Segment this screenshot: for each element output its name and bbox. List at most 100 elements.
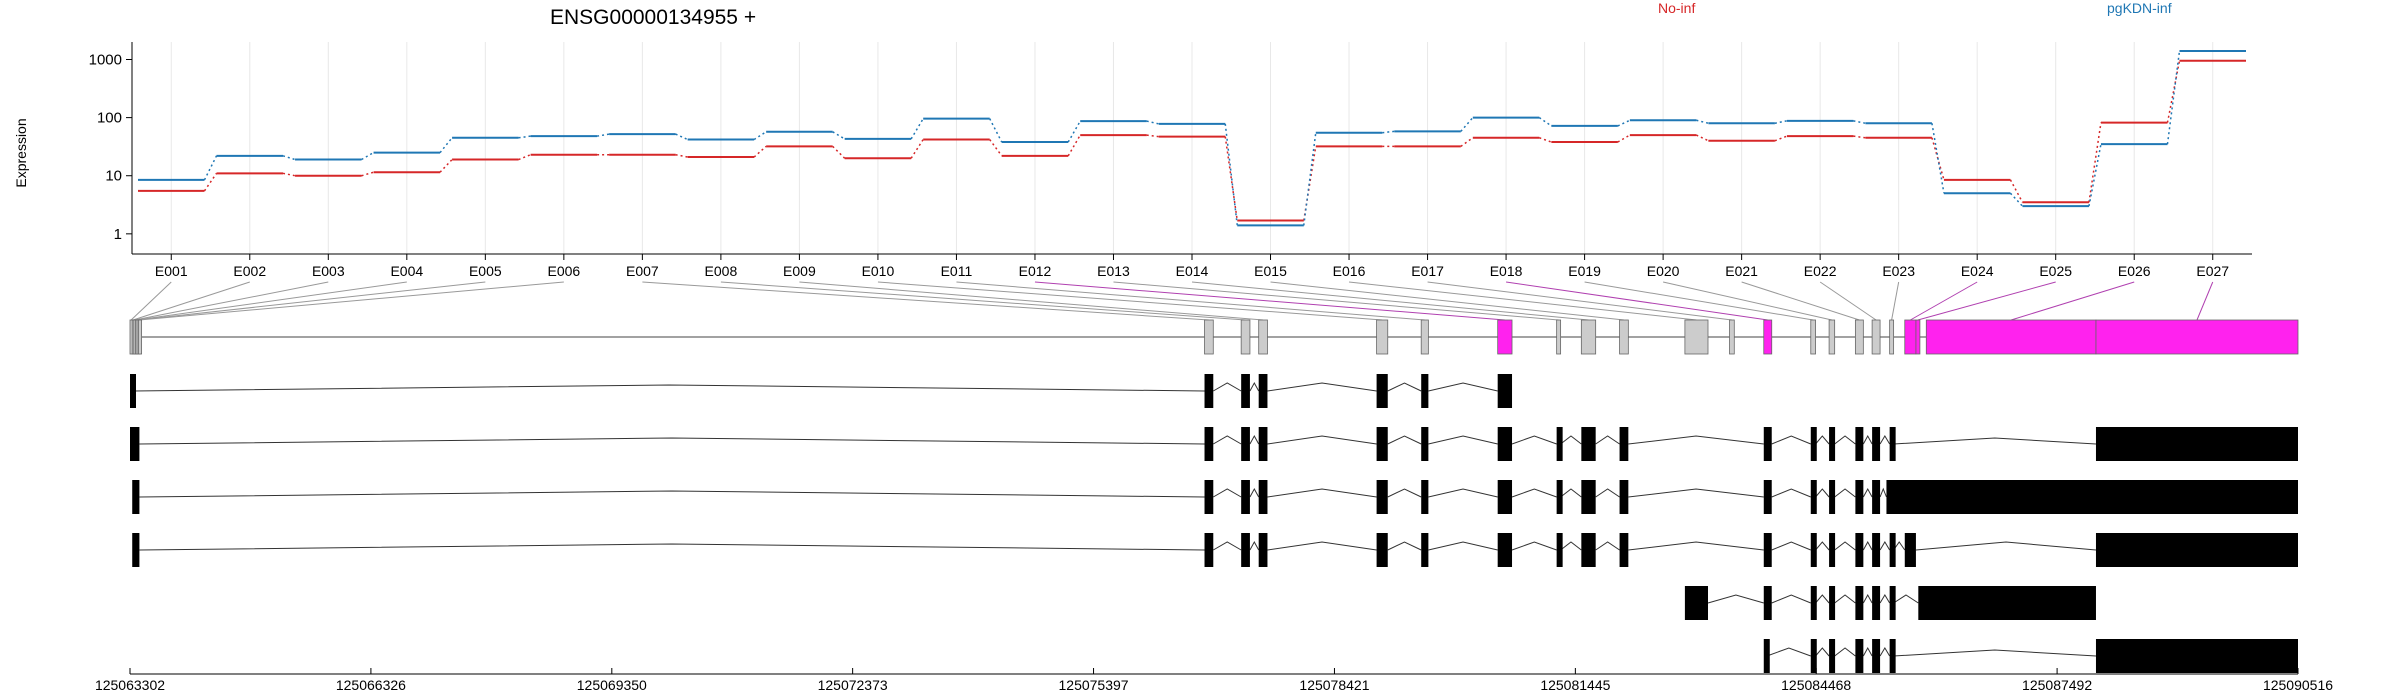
transcript-exon bbox=[1258, 374, 1268, 408]
series-link bbox=[361, 171, 374, 177]
transcript-exon bbox=[1619, 480, 1629, 514]
transcript-exon bbox=[1889, 639, 1896, 673]
exon-box-e010 bbox=[1376, 319, 1389, 355]
transcript-exon bbox=[1855, 533, 1864, 567]
intron-line bbox=[1213, 541, 1242, 551]
series-link bbox=[2009, 192, 2023, 207]
connector-e014 bbox=[1191, 281, 1589, 321]
x-tick-label: E005 bbox=[469, 263, 502, 279]
exon-box-e015 bbox=[1619, 319, 1629, 355]
y-tick-label: 10 bbox=[105, 168, 122, 185]
x-tick-label: E016 bbox=[1333, 263, 1366, 279]
connector-e023 bbox=[1891, 281, 1900, 321]
series-link bbox=[1617, 134, 1631, 143]
exon-box-e016 bbox=[1684, 319, 1709, 355]
intron-line bbox=[1267, 488, 1377, 498]
x-tick-label: E004 bbox=[390, 263, 423, 279]
series-link bbox=[832, 145, 846, 159]
exon-box-e025 bbox=[1915, 319, 1921, 355]
transcript-exon bbox=[1556, 427, 1563, 461]
transcript-exon bbox=[1241, 533, 1250, 567]
series-link bbox=[439, 137, 453, 154]
intron-line bbox=[1815, 594, 1830, 604]
intron-line bbox=[1815, 488, 1830, 498]
intron-line bbox=[1834, 647, 1856, 657]
transcript-exon bbox=[1258, 427, 1268, 461]
series-link bbox=[1460, 117, 1474, 132]
series-link bbox=[675, 153, 688, 158]
connector-e018 bbox=[1506, 281, 1768, 321]
intron-line bbox=[1387, 541, 1422, 551]
intron-line bbox=[1511, 435, 1557, 445]
genomic-tick-label: 125075397 bbox=[1059, 677, 1129, 693]
genomic-tick-label: 125087492 bbox=[2022, 677, 2092, 693]
connector-e001 bbox=[130, 281, 172, 321]
transcript-exon bbox=[1497, 374, 1513, 408]
y-tick-label: 1 bbox=[114, 226, 122, 243]
series-link bbox=[518, 135, 531, 139]
transcript-exon bbox=[2095, 533, 2298, 567]
connector-e013 bbox=[1113, 281, 1559, 321]
exon-box-e008 bbox=[1240, 319, 1251, 355]
transcript-exon bbox=[1829, 639, 1836, 673]
intron-line bbox=[1249, 540, 1260, 551]
x-tick-label: E015 bbox=[1254, 263, 1287, 279]
series-link bbox=[989, 118, 1003, 143]
transcript-exon bbox=[1763, 639, 1770, 673]
exon-box-e021 bbox=[1854, 319, 1864, 355]
series-link bbox=[439, 159, 453, 173]
transcript-exon bbox=[1889, 586, 1896, 620]
transcript-exon bbox=[1497, 480, 1513, 514]
intron-line bbox=[1834, 435, 1856, 445]
y-tick-label: 100 bbox=[97, 110, 122, 127]
intron-line bbox=[1915, 541, 2097, 551]
series-link bbox=[518, 154, 531, 161]
intron-line bbox=[1834, 594, 1856, 604]
series-link bbox=[203, 172, 218, 192]
intron-line bbox=[1815, 435, 1830, 445]
connector-e002 bbox=[132, 281, 250, 321]
genomic-tick-label: 125069350 bbox=[577, 677, 647, 693]
transcript-exon bbox=[1241, 480, 1250, 514]
series-link bbox=[753, 131, 767, 141]
transcript-exon bbox=[1421, 374, 1429, 408]
exon-box-e009 bbox=[1258, 319, 1268, 355]
connector-e022 bbox=[1819, 281, 1877, 321]
intron-line bbox=[1249, 381, 1260, 392]
x-tick-label: E002 bbox=[233, 263, 266, 279]
connector-e004 bbox=[136, 281, 407, 321]
transcript-exon bbox=[1763, 586, 1772, 620]
intron-line bbox=[1862, 646, 1873, 657]
transcript-exon bbox=[1497, 427, 1513, 461]
intron-line bbox=[1862, 487, 1873, 498]
transcript-exon bbox=[1619, 427, 1629, 461]
intron-line bbox=[1771, 435, 1811, 445]
x-tick-label: E008 bbox=[705, 263, 738, 279]
transcript-exon bbox=[1204, 374, 1214, 408]
exon-box-e022 bbox=[1871, 319, 1881, 355]
transcript-exon bbox=[1872, 480, 1881, 514]
transcript-track bbox=[132, 533, 2298, 567]
exon-box-e006 bbox=[138, 319, 143, 355]
intron-line bbox=[1511, 488, 1557, 498]
transcript-exon bbox=[1810, 639, 1817, 673]
series-link bbox=[1853, 135, 1866, 139]
transcript-exon bbox=[1258, 480, 1268, 514]
intron-line bbox=[1771, 488, 1811, 498]
intron-line bbox=[1267, 435, 1377, 445]
intron-line bbox=[1595, 488, 1620, 498]
genomic-tick-label: 125084468 bbox=[1781, 677, 1851, 693]
transcript-exon bbox=[1204, 533, 1214, 567]
series-link bbox=[596, 133, 610, 137]
transcript-track bbox=[130, 427, 2298, 461]
connector-e007 bbox=[642, 281, 1209, 321]
x-tick-label: E011 bbox=[941, 263, 973, 279]
intron-line bbox=[1213, 435, 1242, 445]
transcript-exon bbox=[1829, 480, 1836, 514]
series-link bbox=[1539, 137, 1552, 143]
connector-e011 bbox=[956, 281, 1425, 321]
series-link bbox=[1460, 137, 1474, 147]
x-tick-label: E017 bbox=[1411, 263, 1444, 279]
series-link bbox=[2166, 60, 2181, 123]
transcript-exon bbox=[1889, 427, 1896, 461]
